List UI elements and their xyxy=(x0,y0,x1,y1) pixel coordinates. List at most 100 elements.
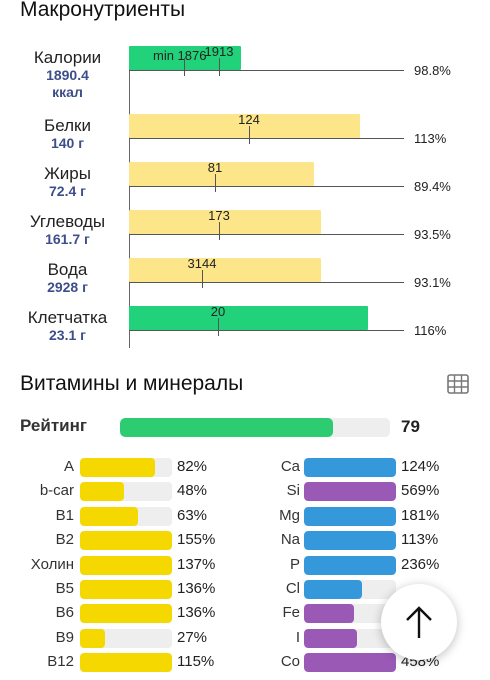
vitamin-row[interactable]: B9 27% xyxy=(0,628,240,649)
vitamin-name: A xyxy=(63,458,74,475)
vitamin-row[interactable]: b-car 48% xyxy=(0,481,240,502)
macro-label: Белки 140 г xyxy=(0,116,135,152)
mineral-bar-fill xyxy=(304,653,396,673)
mineral-row[interactable]: Ca 124% xyxy=(0,457,490,478)
mineral-bar xyxy=(304,604,396,624)
macronutrients-title: Макронутриенты xyxy=(20,0,186,21)
vitamin-row[interactable]: B2 155% xyxy=(0,530,240,551)
vitamin-row[interactable]: A 82% xyxy=(0,457,240,478)
macro-percent: 116% xyxy=(414,323,447,338)
macro-row[interactable]: Белки 140 г 124 113% xyxy=(0,112,490,160)
table-grid-icon[interactable] xyxy=(447,374,469,394)
mineral-name: P xyxy=(289,555,300,573)
mineral-name: Cl xyxy=(285,580,300,597)
macro-row[interactable]: Калории 1890.4 ккал 1913 min 1876 98.8% xyxy=(0,44,490,100)
macro-percent: 93.1% xyxy=(414,275,451,290)
macro-axis xyxy=(129,138,404,139)
mineral-bar xyxy=(304,555,396,575)
macro-label: Клетчатка 23.1 г xyxy=(0,308,135,344)
mineral-percent: 569% xyxy=(401,482,440,500)
macro-target-label: 81 xyxy=(207,160,223,175)
mineral-row[interactable]: Fe xyxy=(0,603,490,624)
vitamin-bar xyxy=(80,482,172,502)
mineral-percent: 181% xyxy=(401,506,440,524)
mineral-bar xyxy=(304,458,396,477)
macro-target-tick xyxy=(202,270,203,288)
mineral-bar-fill xyxy=(304,604,354,624)
mineral-bar-fill xyxy=(304,531,396,551)
vitamin-name: B2 xyxy=(55,531,74,549)
macro-axis xyxy=(129,330,404,331)
rating-value: 79 xyxy=(401,417,420,436)
mineral-row[interactable]: I xyxy=(0,628,490,649)
macro-value: 161.7 г xyxy=(45,231,90,247)
vitamin-row[interactable]: B12 115% xyxy=(0,652,240,673)
mineral-percent: 236% xyxy=(401,555,440,573)
macro-name: Клетчатка xyxy=(27,308,108,327)
macro-value: 72.4 г xyxy=(49,183,86,199)
rating-bar xyxy=(120,418,390,437)
mineral-row[interactable]: Mg 181% xyxy=(0,506,490,527)
macro-target-label: 173 xyxy=(208,208,230,223)
macro-axis xyxy=(129,70,404,71)
vitamin-bar-fill xyxy=(80,604,172,624)
rating-label: Рейтинг xyxy=(20,416,87,435)
mineral-bar-fill xyxy=(304,482,396,502)
vitamin-percent: 27% xyxy=(177,628,208,646)
macro-vertical-axis xyxy=(129,48,130,348)
vitamin-row[interactable]: B1 63% xyxy=(0,506,240,527)
vitamin-percent: 137% xyxy=(177,555,216,573)
vitamin-bar xyxy=(80,580,172,599)
mineral-percent: 113% xyxy=(401,531,439,549)
vitamin-percent: 115% xyxy=(177,653,215,671)
vitamin-percent: 136% xyxy=(177,604,216,622)
mineral-row[interactable]: Na 113% xyxy=(0,530,490,551)
macro-value: 140 г xyxy=(50,135,85,151)
macro-row[interactable]: Жиры 72.4 г 81 89.4% xyxy=(0,160,490,208)
vitamin-name: B6 xyxy=(55,604,74,622)
mineral-name: I xyxy=(295,628,300,646)
vitamin-row[interactable]: B6 136% xyxy=(0,603,240,624)
mineral-row[interactable]: Cl xyxy=(0,579,490,600)
macro-unit: ккал xyxy=(52,84,83,100)
macro-percent: 98.8% xyxy=(414,63,451,78)
macro-name: Жиры xyxy=(44,164,91,183)
vitamin-name: b-car xyxy=(39,482,74,500)
mineral-bar xyxy=(304,580,396,599)
macro-value: 23.1 г xyxy=(49,327,86,343)
scroll-top-button[interactable] xyxy=(381,584,457,660)
mineral-name: Co xyxy=(280,653,300,671)
macro-label: Калории 1890.4 ккал xyxy=(0,48,135,101)
mineral-bar-fill xyxy=(304,506,396,526)
vitamin-bar-fill xyxy=(80,482,125,502)
vitamin-bar-fill xyxy=(80,653,172,673)
macro-target-tick xyxy=(219,58,220,76)
macro-row[interactable]: Вода 2928 г 3144 93.1% xyxy=(0,256,490,304)
mineral-bar xyxy=(304,628,396,648)
mineral-bar-fill xyxy=(304,580,362,599)
macro-percent: 93.5% xyxy=(414,227,451,242)
mineral-bar-fill xyxy=(304,555,396,575)
macro-target-label: 3144 xyxy=(187,256,217,271)
mineral-row[interactable]: P 236% xyxy=(0,555,490,576)
macro-bar xyxy=(129,46,241,70)
vitamins-minerals-title: Витамины и минералы xyxy=(20,372,244,395)
mineral-name: Na xyxy=(280,531,300,549)
mineral-bar xyxy=(304,506,396,526)
vitamin-name: B1 xyxy=(55,506,74,524)
mineral-row[interactable]: Si 569% xyxy=(0,481,490,502)
macro-bar xyxy=(129,258,321,282)
macro-value: 1890.4 xyxy=(46,67,89,83)
mineral-name: Ca xyxy=(280,458,300,475)
macro-bar xyxy=(129,162,314,186)
macro-min-tick xyxy=(184,58,185,76)
vitamin-row[interactable]: B5 136% xyxy=(0,579,240,600)
vitamin-percent: 155% xyxy=(177,531,216,549)
macro-percent: 89.4% xyxy=(414,179,451,194)
macro-row[interactable]: Клетчатка 23.1 г 20 116% xyxy=(0,304,490,352)
vitamin-row[interactable]: Холин 137% xyxy=(0,555,240,576)
vitamin-bar xyxy=(80,604,172,624)
macro-row[interactable]: Углеводы 161.7 г 173 93.5% xyxy=(0,208,490,256)
macro-name: Вода xyxy=(47,260,88,279)
macro-target-tick xyxy=(218,318,219,336)
